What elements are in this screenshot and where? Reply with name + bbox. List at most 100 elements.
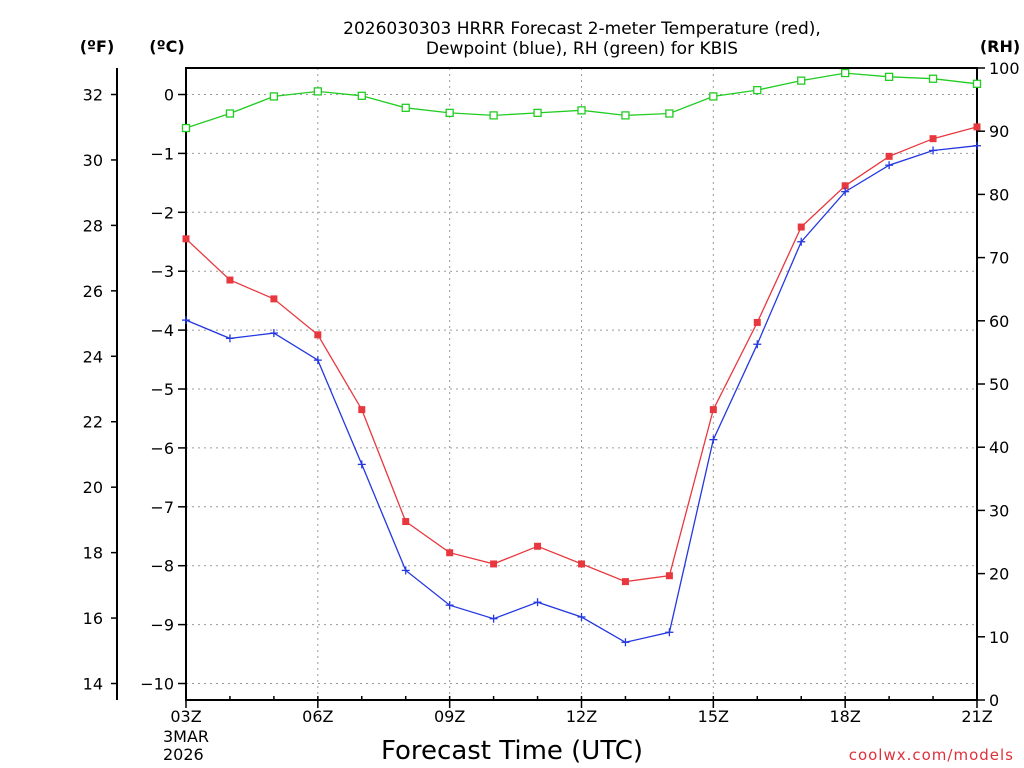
temperature-point [314,331,322,339]
rh-point [577,106,586,115]
x-axis-title: Forecast Time (UTC) [381,736,643,766]
rh-point [533,108,542,118]
fahrenheit-tick-label: 26 [83,282,103,301]
dewpoint-point [445,601,454,610]
rh-tick-label: 50 [989,375,1009,394]
celsius-tick-label: −9 [150,616,174,635]
rh-point [621,111,630,120]
fahrenheit-tick-label: 18 [83,544,103,563]
rh-tick-label: 100 [989,59,1020,78]
celsius-tick-label: 0 [164,86,174,105]
temperature-point [665,572,673,580]
tick-layer: 0 −1 −2 −3 −4 −5 −6 −7 −8 −9 −10 32 30 28 26 24 22 20 18 16… [83,59,1020,726]
rh-tick-label: 70 [989,249,1009,268]
dewpoint-point [753,340,762,349]
rh-point [928,74,938,83]
temperature-point [534,542,542,550]
dewpoint-point [621,638,630,647]
dewpoint-point [489,614,498,623]
celsius-tick-label: −2 [150,203,174,222]
temperature-point [841,182,849,190]
rh-tick-label: 80 [989,185,1009,204]
series-layer [181,68,982,647]
fahrenheit-tick-label: 32 [83,86,103,105]
rh-point [797,76,806,85]
dewpoint-point [665,628,674,637]
chart-title-line-2: Dewpoint (blue), RH (green) for KBIS [426,39,738,59]
x-tick-label: 12Z [566,707,597,726]
chart-title-line-1: 2026030303 HRRR Forecast 2-meter Tempera… [343,19,821,39]
celsius-tick-label: −7 [150,498,174,517]
dewpoint-point [841,187,850,196]
temperature-point [885,152,893,160]
rh-point [884,72,894,81]
temperature-point [358,406,366,414]
x-tick-label: 15Z [698,707,729,726]
dewpoint-point [269,329,278,338]
dewpoint-point [401,566,410,575]
celsius-tick-label: −4 [150,321,174,340]
x-date-label-day: 3MAR [163,727,209,746]
fahrenheit-tick-label: 30 [83,151,103,170]
rh-tick-label: 10 [989,628,1009,647]
rh-unit-label: (RH) [980,37,1020,56]
dewpoint-point [929,146,938,155]
rh-tick-label: 20 [989,565,1009,584]
temperature-point [578,560,585,568]
rh-point [489,111,498,120]
fahrenheit-tick-label: 28 [83,216,103,235]
dewpoint-point [973,141,981,150]
celsius-tick-label: −8 [150,557,174,576]
rh-point [225,109,235,118]
temperature-point [929,135,937,143]
temperature-point [621,578,629,586]
rh-tick-label: 40 [989,438,1009,457]
rh-tick-label: 60 [989,312,1009,331]
celsius-tick-label: −1 [150,144,174,163]
celsius-tick-label: −10 [140,675,174,694]
rh-point [972,79,982,88]
rh-point [269,92,279,101]
rh-point [445,108,454,118]
rh-point [313,87,322,96]
rh-point [401,103,410,112]
x-tick-label: 03Z [170,707,201,726]
fahrenheit-tick-label: 16 [83,609,103,628]
celsius-tick-label: −3 [150,262,174,281]
temperature-point [270,295,278,303]
temperature-point [709,406,717,414]
celsius-unit-label: (ºC) [149,37,184,56]
rh-point [841,68,850,78]
x-date-label-year: 2026 [163,745,204,764]
plot-frame [185,67,978,701]
temperature-point [973,123,981,131]
dewpoint-point [797,237,806,246]
rh-point [665,109,674,118]
fahrenheit-tick-label: 20 [83,478,103,497]
x-tick-label: 21Z [961,707,992,726]
x-tick-label: 09Z [434,707,465,726]
rh-tick-label: 0 [989,691,999,710]
temperature-point [797,223,805,231]
rh-tick-label: 90 [989,122,1009,141]
temperature-point [446,549,454,557]
rh-point [181,123,191,133]
temperature-point [182,235,190,243]
fahrenheit-unit-label: (ºF) [80,37,115,56]
dewpoint-point [885,161,894,170]
fahrenheit-tick-label: 14 [83,675,103,694]
fahrenheit-tick-label: 24 [83,347,103,366]
temperature-point [226,276,234,284]
celsius-tick-label: −5 [150,380,174,399]
credit-text: coolwx.com/models [849,746,1014,764]
x-tick-label: 18Z [830,707,861,726]
dewpoint-point [357,460,366,469]
dewpoint-point [313,356,322,365]
fahrenheit-tick-label: 22 [83,413,103,432]
rh-point [709,92,718,101]
dewpoint-point [182,316,190,325]
x-tick-label: 06Z [302,707,333,726]
temperature-point [490,560,498,568]
dewpoint-point [709,435,718,444]
